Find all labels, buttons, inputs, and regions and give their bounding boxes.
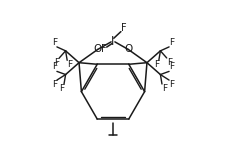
Text: F: F bbox=[161, 84, 166, 93]
Text: O: O bbox=[124, 44, 132, 54]
Text: F: F bbox=[168, 38, 173, 47]
Text: F: F bbox=[67, 60, 72, 69]
Text: F: F bbox=[153, 60, 158, 69]
Text: F: F bbox=[166, 58, 171, 67]
Text: F: F bbox=[52, 62, 57, 71]
Text: F: F bbox=[59, 84, 64, 93]
Text: F: F bbox=[168, 80, 173, 89]
Text: I: I bbox=[111, 35, 114, 48]
Text: F: F bbox=[52, 80, 57, 89]
Text: F: F bbox=[168, 62, 173, 71]
Text: F: F bbox=[121, 23, 126, 33]
Text: F: F bbox=[52, 38, 57, 47]
Text: F: F bbox=[101, 44, 106, 55]
Text: F: F bbox=[54, 58, 59, 67]
Text: O: O bbox=[93, 44, 101, 54]
